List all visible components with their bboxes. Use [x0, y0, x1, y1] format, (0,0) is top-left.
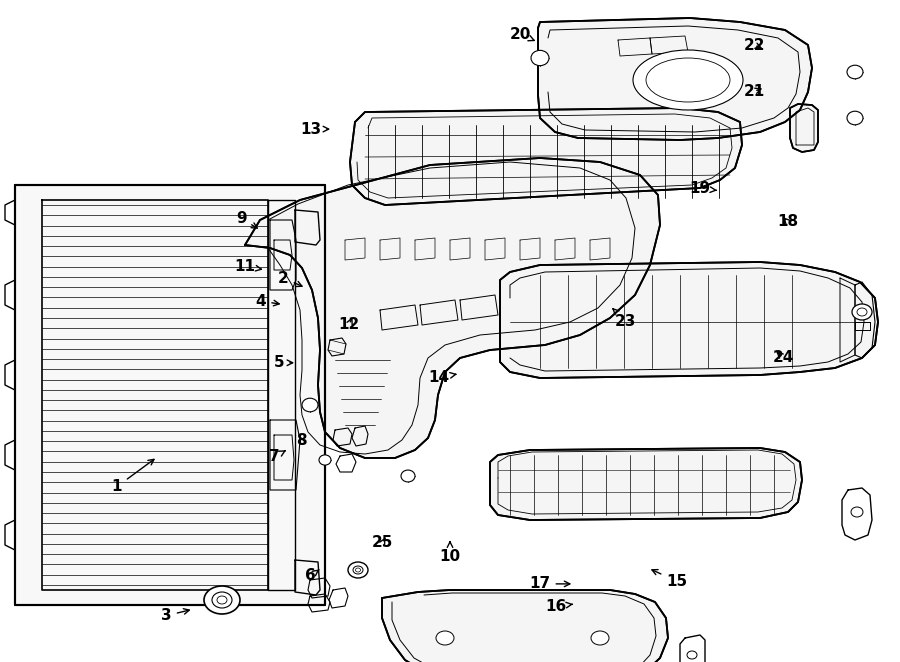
- Text: 3: 3: [161, 608, 189, 623]
- Text: 11: 11: [234, 259, 261, 273]
- Ellipse shape: [348, 562, 368, 578]
- Polygon shape: [500, 262, 878, 378]
- Ellipse shape: [687, 651, 697, 659]
- Text: 5: 5: [274, 355, 292, 370]
- Ellipse shape: [531, 50, 549, 66]
- Text: 4: 4: [256, 294, 279, 308]
- Ellipse shape: [847, 111, 863, 125]
- Ellipse shape: [591, 631, 609, 645]
- Ellipse shape: [204, 586, 240, 614]
- Text: 13: 13: [300, 122, 328, 136]
- Text: 25: 25: [372, 536, 393, 550]
- Polygon shape: [245, 158, 660, 458]
- Ellipse shape: [852, 304, 872, 320]
- Ellipse shape: [319, 455, 331, 465]
- Text: 21: 21: [743, 84, 765, 99]
- Text: 19: 19: [689, 181, 716, 196]
- Text: 10: 10: [439, 542, 461, 563]
- Text: 9: 9: [236, 211, 257, 228]
- Text: 24: 24: [772, 350, 794, 365]
- Polygon shape: [382, 590, 668, 662]
- Polygon shape: [15, 185, 325, 605]
- Text: 17: 17: [529, 577, 570, 591]
- Polygon shape: [490, 448, 802, 520]
- Ellipse shape: [436, 631, 454, 645]
- Text: 7: 7: [269, 449, 285, 464]
- Ellipse shape: [302, 399, 318, 412]
- Ellipse shape: [353, 566, 363, 574]
- Ellipse shape: [356, 568, 361, 572]
- Ellipse shape: [646, 58, 730, 102]
- Ellipse shape: [633, 50, 743, 110]
- Text: 20: 20: [509, 27, 535, 42]
- Ellipse shape: [217, 596, 227, 604]
- Text: 18: 18: [777, 214, 798, 229]
- Text: 2: 2: [278, 271, 302, 287]
- Text: 12: 12: [338, 317, 360, 332]
- Text: 15: 15: [652, 569, 688, 589]
- Ellipse shape: [401, 470, 415, 482]
- Polygon shape: [350, 108, 742, 205]
- Text: 23: 23: [613, 308, 636, 328]
- Text: 8: 8: [296, 433, 307, 448]
- Ellipse shape: [847, 65, 863, 79]
- Text: 1: 1: [112, 459, 154, 494]
- Polygon shape: [790, 104, 818, 152]
- Text: 22: 22: [743, 38, 765, 52]
- Ellipse shape: [851, 507, 863, 517]
- Ellipse shape: [212, 592, 232, 608]
- Polygon shape: [538, 18, 812, 140]
- Text: 6: 6: [305, 569, 319, 583]
- Text: 16: 16: [545, 599, 572, 614]
- Ellipse shape: [857, 308, 867, 316]
- Text: 14: 14: [428, 370, 456, 385]
